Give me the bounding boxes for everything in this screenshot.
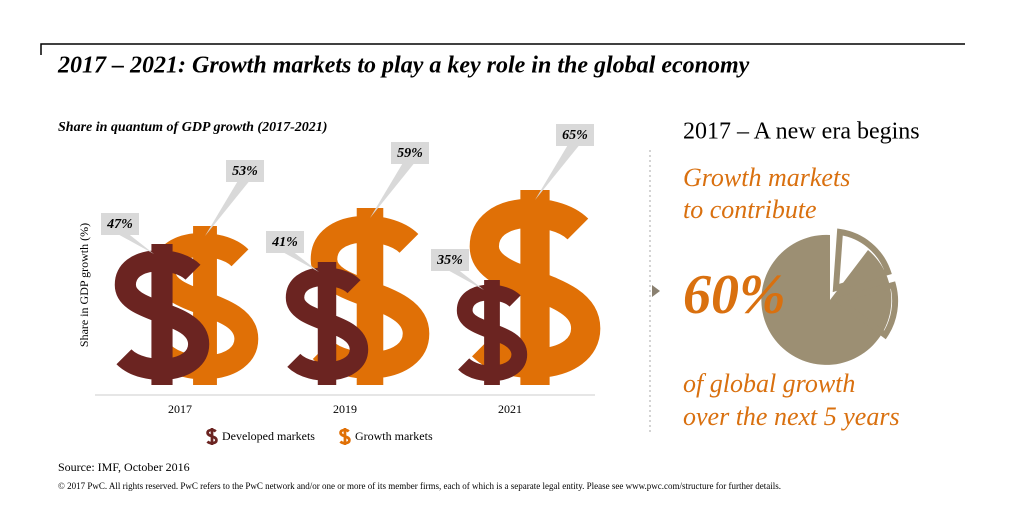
dollar-mark	[310, 208, 430, 385]
divider-arrow	[652, 285, 660, 297]
data-label: 47%	[106, 217, 133, 232]
data-label: 35%	[436, 253, 463, 268]
data-label: 65%	[562, 128, 588, 143]
dollar-mark	[469, 189, 601, 385]
pie-slice	[831, 281, 899, 340]
data-label: 59%	[397, 146, 423, 161]
label-box	[266, 231, 304, 253]
label-box	[431, 249, 469, 271]
label-pointer	[279, 250, 319, 272]
x-tick-label: 2019	[333, 402, 357, 416]
x-tick-label: 2017	[168, 402, 192, 416]
legend-label: Growth markets	[355, 429, 433, 443]
callout-text: to contribute	[683, 195, 817, 224]
legend-icon	[206, 427, 218, 445]
legend-item: Developed markets	[206, 427, 315, 445]
label-pointer	[114, 232, 154, 254]
label-pointer	[370, 161, 416, 218]
pie-graphic	[761, 228, 899, 365]
data-label: 41%	[271, 235, 298, 250]
callout-text: Growth markets	[683, 163, 850, 192]
label-pointer	[535, 143, 581, 200]
callout-text: of global growth	[683, 369, 855, 398]
copyright: © 2017 PwC. All rights reserved. PwC ref…	[58, 481, 781, 491]
legend-item: Growth markets	[339, 427, 433, 445]
pie-slice	[832, 228, 892, 293]
label-box	[391, 142, 429, 164]
dollar-mark	[456, 280, 528, 385]
callout-figure: 60%	[683, 264, 786, 326]
pie-main	[761, 234, 892, 365]
callout-text: over the next 5 years	[683, 402, 900, 431]
title-rule	[40, 43, 965, 55]
label-pointer	[205, 179, 251, 236]
label-box	[101, 213, 139, 235]
source: Source: IMF, October 2016	[58, 460, 190, 474]
legend-icon	[339, 427, 351, 445]
x-tick-label: 2021	[498, 402, 522, 416]
chart-title: 2017 – 2021: Growth markets to play a ke…	[57, 53, 750, 79]
chart-subtitle: Share in quantum of GDP growth (2017-202…	[58, 120, 327, 135]
y-axis-label: Share in GDP growth (%)	[77, 223, 91, 347]
dollar-mark	[114, 244, 210, 385]
dollar-mark	[285, 261, 369, 385]
data-label: 53%	[232, 164, 258, 179]
legend-label: Developed markets	[222, 429, 315, 443]
label-box	[226, 160, 264, 182]
label-box	[556, 124, 594, 146]
callout-heading: 2017 – A new era begins	[683, 119, 920, 145]
label-pointer	[444, 268, 484, 290]
